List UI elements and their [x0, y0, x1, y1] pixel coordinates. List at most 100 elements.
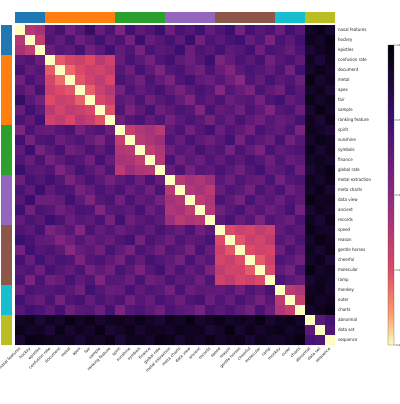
cell [15, 325, 26, 336]
cell [275, 185, 286, 196]
cell [25, 105, 36, 116]
cell [55, 185, 66, 196]
cell [75, 185, 86, 196]
cell [235, 85, 246, 96]
cell [265, 215, 276, 226]
row-label: speed [338, 227, 351, 232]
cell [125, 185, 136, 196]
cell [255, 75, 266, 86]
cell [225, 325, 236, 336]
cell [115, 125, 126, 136]
cell [285, 325, 296, 336]
cell [265, 95, 276, 106]
row-label: nasal features [338, 27, 366, 32]
cell [325, 265, 336, 276]
cell [55, 55, 66, 66]
cell [245, 325, 256, 336]
cell [285, 105, 296, 116]
cell [215, 65, 226, 76]
cell [315, 235, 326, 246]
cell [305, 125, 316, 136]
cell [205, 295, 216, 306]
cell [25, 95, 36, 106]
cell [245, 265, 256, 276]
cell [285, 185, 296, 196]
cell [195, 325, 206, 336]
cell [285, 125, 296, 136]
cell [155, 175, 166, 186]
cell [205, 175, 216, 186]
cell [165, 65, 176, 76]
cell [25, 265, 36, 276]
cell [35, 75, 46, 86]
cell [75, 135, 86, 146]
cell [225, 45, 236, 56]
cell [95, 75, 106, 86]
cell [145, 295, 156, 306]
cell [215, 95, 226, 106]
cell [265, 235, 276, 246]
row-color [1, 125, 12, 136]
cell [125, 285, 136, 296]
cell [175, 215, 186, 226]
cell [135, 135, 146, 146]
cell [205, 45, 216, 56]
cell [255, 325, 266, 336]
cell [45, 145, 56, 156]
cell [325, 215, 336, 226]
cell [255, 215, 266, 226]
cell [65, 215, 76, 226]
cell [185, 95, 196, 106]
cell [155, 165, 166, 176]
cell [205, 145, 216, 156]
cell [215, 35, 226, 46]
cell [75, 335, 86, 346]
row-color [1, 325, 12, 336]
cell [145, 125, 156, 136]
cell [185, 45, 196, 56]
cell [85, 95, 96, 106]
cell [105, 25, 116, 36]
cell [95, 255, 106, 266]
cell [135, 285, 146, 296]
cell [195, 145, 206, 156]
col-color [45, 12, 56, 23]
cell [165, 135, 176, 146]
cell [85, 315, 96, 326]
cell [245, 275, 256, 286]
cell [35, 255, 46, 266]
cell [305, 185, 316, 196]
cell [235, 115, 246, 126]
cell [125, 245, 136, 256]
cell [145, 195, 156, 206]
cell [275, 335, 286, 346]
cell [285, 285, 296, 296]
cell [285, 205, 296, 216]
cell [265, 285, 276, 296]
cell [285, 215, 296, 226]
cell [235, 315, 246, 326]
cell [135, 335, 146, 346]
cell [145, 175, 156, 186]
cell [65, 25, 76, 36]
cell [85, 75, 96, 86]
cell [105, 75, 116, 86]
cell [215, 175, 226, 186]
cell [215, 185, 226, 196]
cell [235, 135, 246, 146]
cell [65, 265, 76, 276]
cell [155, 55, 166, 66]
cell [235, 275, 246, 286]
cell [295, 105, 306, 116]
cell [15, 115, 26, 126]
cell [145, 265, 156, 276]
colorbar [387, 44, 395, 346]
cell [75, 105, 86, 116]
cell [205, 155, 216, 166]
cell [245, 195, 256, 206]
cell [305, 25, 316, 36]
cell [175, 295, 186, 306]
row-label: charts [338, 307, 350, 312]
cell [185, 255, 196, 266]
cell [55, 195, 66, 206]
